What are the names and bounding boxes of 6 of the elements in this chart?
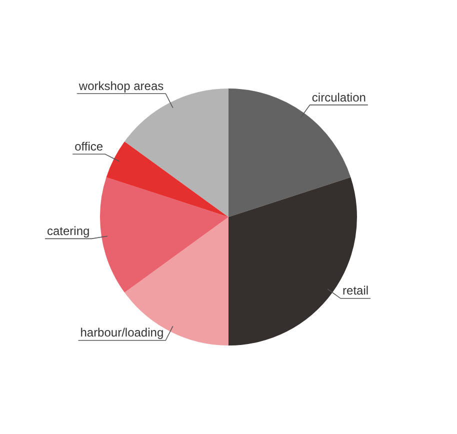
slice-label: retail <box>342 284 369 298</box>
slice-label: office <box>74 139 104 154</box>
slice-label: catering <box>47 224 90 238</box>
slice-label: workshop areas <box>78 78 164 93</box>
slice-label: harbour/loading <box>80 326 164 340</box>
slice-label: circulation <box>312 90 366 104</box>
